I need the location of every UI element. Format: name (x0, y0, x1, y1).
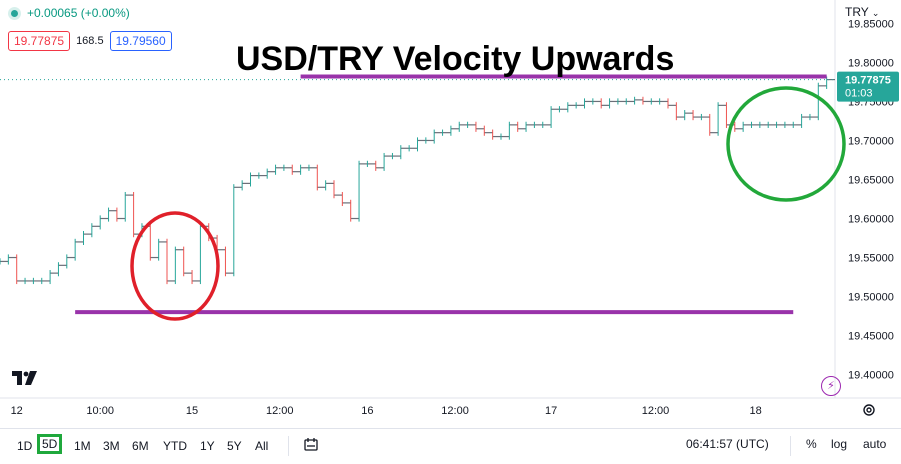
timeframe-5d[interactable]: 5D (37, 434, 63, 454)
timeframe-1d[interactable]: 1D (17, 439, 33, 453)
y-tick-label: 19.85000 (848, 18, 894, 30)
y-tick-label: 19.50000 (848, 292, 894, 304)
y-tick-label: 19.60000 (848, 214, 894, 226)
red-circle-annotation[interactable] (130, 211, 220, 321)
date-range-icon[interactable] (303, 437, 319, 453)
y-tick-label: 19.45000 (848, 331, 894, 343)
ask-button[interactable]: 19.79560 (109, 31, 172, 51)
y-tick-label: 19.40000 (848, 370, 894, 382)
x-tick-label: 18 (750, 405, 762, 417)
timeframe-1y[interactable]: 1Y (200, 439, 215, 453)
y-tick-label: 19.65000 (848, 174, 894, 186)
currency-selector[interactable]: TRY ⌄ (845, 5, 879, 19)
auto-toggle[interactable]: auto (863, 437, 887, 451)
x-tick-label: 12 (11, 405, 23, 417)
log-toggle[interactable]: log (831, 437, 848, 451)
green-circle-annotation[interactable] (726, 86, 846, 202)
chart-headline: USD/TRY Velocity Upwards (236, 40, 675, 78)
spread-value: 168.5 (76, 35, 104, 47)
x-tick-label: 16 (361, 405, 373, 417)
timeframe-1m[interactable]: 1M (74, 439, 91, 453)
percent-toggle[interactable]: % (806, 437, 817, 451)
x-tick-label: 12:00 (642, 405, 670, 417)
bottom-toolbar: 1D 5D 1M 3M 6M YTD 1Y 5Y All 06:41:57 (U… (0, 428, 901, 464)
tradingview-logo-icon[interactable] (12, 370, 42, 386)
bar-countdown: 01:03 (845, 88, 873, 100)
timeframe-5y[interactable]: 5Y (227, 439, 242, 453)
last-price-tag: 19.77875 01:03 (837, 71, 899, 102)
timeframe-6m[interactable]: 6M (132, 439, 149, 453)
price-axis[interactable] (835, 0, 901, 398)
x-tick-label: 12:00 (441, 405, 469, 417)
gear-icon[interactable] (862, 403, 876, 417)
bid-button[interactable]: 19.77875 (8, 31, 71, 51)
x-tick-label: 12:00 (266, 405, 294, 417)
symbol-header: +0.00065 (+0.00%) (8, 6, 130, 20)
x-tick-label: 17 (545, 405, 557, 417)
y-tick-label: 19.80000 (848, 57, 894, 69)
last-price-value: 19.77875 (845, 75, 891, 87)
chevron-down-icon: ⌄ (871, 8, 880, 18)
x-tick-label: 10:00 (86, 405, 114, 417)
toolbar-divider (288, 436, 289, 456)
market-status-dot (8, 6, 21, 20)
lightning-icon[interactable]: ⚡ (821, 376, 841, 396)
price-change: +0.00065 (+0.00%) (27, 6, 130, 20)
toolbar-divider (790, 436, 791, 456)
timeframe-3m[interactable]: 3M (103, 439, 120, 453)
x-tick-label: 15 (186, 405, 198, 417)
quote-panel: 19.77875 168.5 19.79560 (8, 31, 172, 51)
y-tick-label: 19.55000 (848, 253, 894, 265)
currency-label: TRY (845, 5, 869, 19)
utc-clock[interactable]: 06:41:57 (UTC) (686, 437, 769, 451)
price-chart[interactable]: 19.8500019.8000019.7500019.7000019.65000… (0, 0, 901, 428)
timeframe-all[interactable]: All (255, 439, 269, 453)
timeframe-ytd[interactable]: YTD (163, 439, 187, 453)
y-tick-label: 19.70000 (848, 135, 894, 147)
